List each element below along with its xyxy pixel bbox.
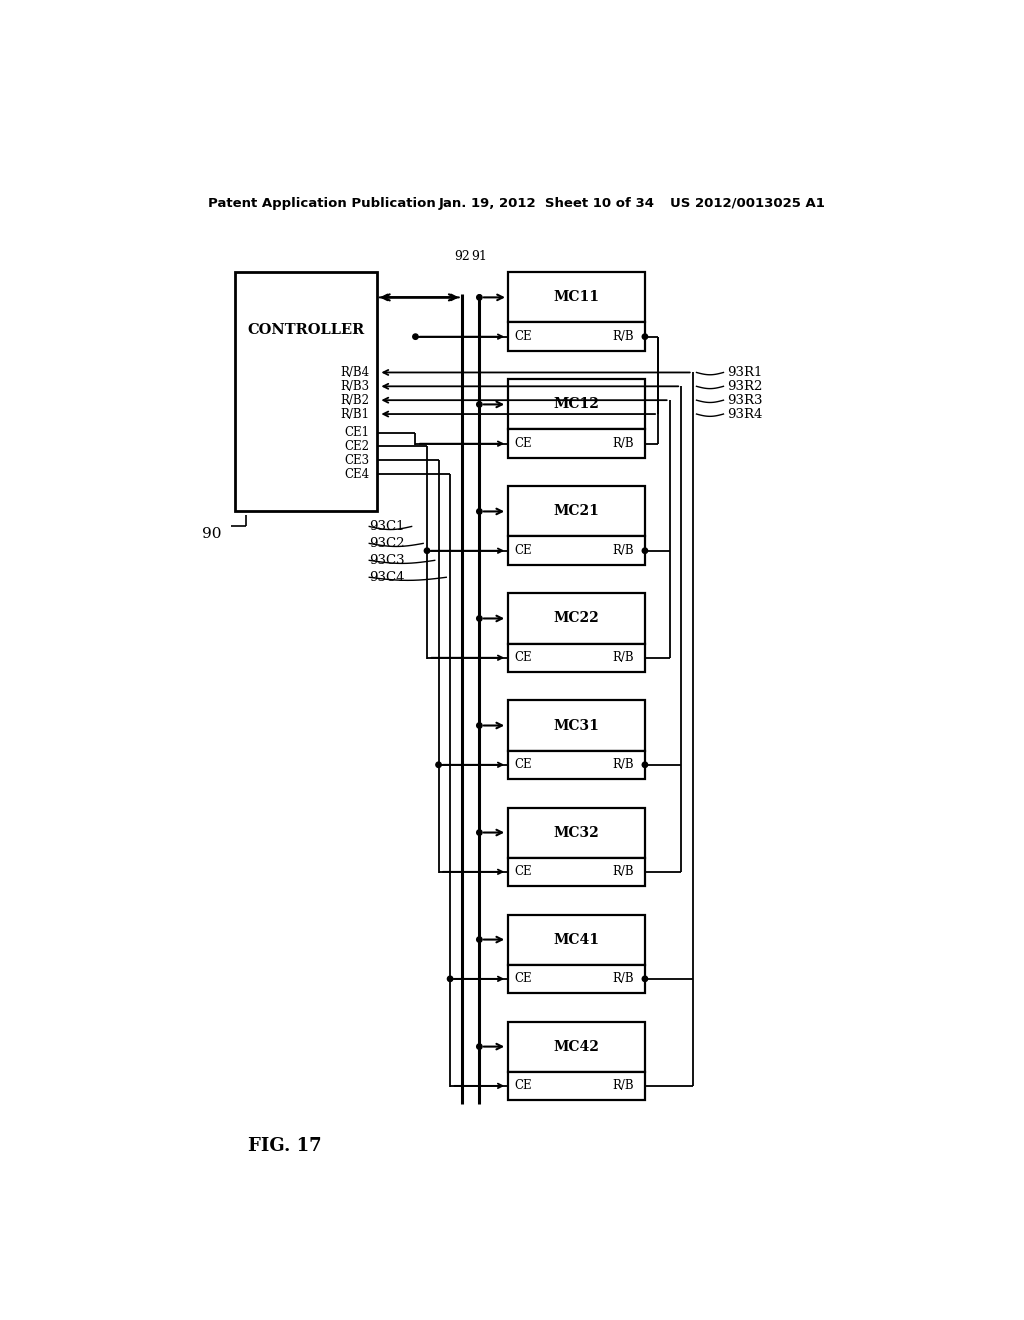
Circle shape: [477, 401, 482, 407]
Text: 93C1: 93C1: [370, 520, 404, 533]
Circle shape: [477, 937, 482, 942]
Bar: [508, 536, 645, 565]
Text: Jan. 19, 2012  Sheet 10 of 34: Jan. 19, 2012 Sheet 10 of 34: [438, 197, 654, 210]
Circle shape: [477, 830, 482, 836]
Text: R/B: R/B: [612, 651, 634, 664]
Text: CE: CE: [514, 651, 532, 664]
Bar: [508, 644, 645, 672]
Bar: [508, 429, 645, 458]
Text: 93C3: 93C3: [370, 554, 404, 566]
Circle shape: [477, 615, 482, 622]
Bar: [234, 272, 377, 511]
Bar: [508, 915, 645, 965]
Bar: [508, 965, 645, 993]
Circle shape: [413, 334, 418, 339]
Bar: [508, 808, 645, 858]
Text: 90: 90: [202, 527, 221, 541]
Circle shape: [642, 977, 647, 982]
Text: CE: CE: [514, 973, 532, 985]
Circle shape: [477, 508, 482, 515]
Circle shape: [424, 548, 430, 553]
Text: CE: CE: [514, 866, 532, 878]
Text: R/B: R/B: [612, 437, 634, 450]
Text: 93R1: 93R1: [727, 366, 763, 379]
Bar: [508, 322, 645, 351]
Text: R/B3: R/B3: [340, 380, 370, 393]
Text: 93C2: 93C2: [370, 537, 404, 550]
Circle shape: [642, 762, 647, 767]
Text: R/B1: R/B1: [340, 408, 370, 421]
Bar: [508, 379, 645, 429]
Bar: [508, 487, 645, 536]
Text: R/B: R/B: [612, 1080, 634, 1093]
Text: MC22: MC22: [554, 611, 599, 626]
Bar: [508, 1022, 645, 1072]
Text: 93R2: 93R2: [727, 380, 763, 393]
Text: R/B2: R/B2: [340, 393, 370, 407]
Text: MC21: MC21: [553, 504, 599, 519]
Circle shape: [447, 977, 453, 982]
Bar: [508, 594, 645, 644]
Circle shape: [477, 294, 482, 300]
Text: CE: CE: [514, 1080, 532, 1093]
Text: MC32: MC32: [554, 825, 599, 840]
Text: US 2012/0013025 A1: US 2012/0013025 A1: [670, 197, 824, 210]
Text: 93R4: 93R4: [727, 408, 763, 421]
Bar: [508, 701, 645, 751]
Text: MC11: MC11: [553, 290, 599, 305]
Text: 91: 91: [471, 251, 487, 264]
Text: MC31: MC31: [553, 718, 599, 733]
Text: R/B: R/B: [612, 330, 634, 343]
Circle shape: [436, 762, 441, 767]
Text: CE: CE: [514, 544, 532, 557]
Text: R/B: R/B: [612, 544, 634, 557]
Text: CONTROLLER: CONTROLLER: [247, 323, 365, 337]
Circle shape: [477, 723, 482, 729]
Text: Patent Application Publication: Patent Application Publication: [208, 197, 435, 210]
Bar: [508, 1072, 645, 1100]
Text: CE: CE: [514, 758, 532, 771]
Text: MC41: MC41: [553, 932, 599, 946]
Bar: [508, 858, 645, 886]
Text: MC42: MC42: [553, 1040, 599, 1053]
Text: R/B: R/B: [612, 758, 634, 771]
Bar: [508, 751, 645, 779]
Text: CE: CE: [514, 330, 532, 343]
Text: 92: 92: [454, 251, 470, 264]
Text: CE1: CE1: [344, 426, 370, 440]
Text: CE4: CE4: [344, 467, 370, 480]
Text: 93R3: 93R3: [727, 393, 763, 407]
Text: R/B4: R/B4: [340, 366, 370, 379]
Text: CE3: CE3: [344, 454, 370, 467]
Text: 93C4: 93C4: [370, 570, 404, 583]
Text: R/B: R/B: [612, 866, 634, 878]
Text: CE2: CE2: [344, 440, 370, 453]
Text: R/B: R/B: [612, 973, 634, 985]
Circle shape: [477, 1044, 482, 1049]
Text: MC12: MC12: [553, 397, 599, 412]
Text: CE: CE: [514, 437, 532, 450]
Bar: [508, 272, 645, 322]
Text: FIG. 17: FIG. 17: [248, 1138, 322, 1155]
Circle shape: [642, 548, 647, 553]
Circle shape: [642, 334, 647, 339]
